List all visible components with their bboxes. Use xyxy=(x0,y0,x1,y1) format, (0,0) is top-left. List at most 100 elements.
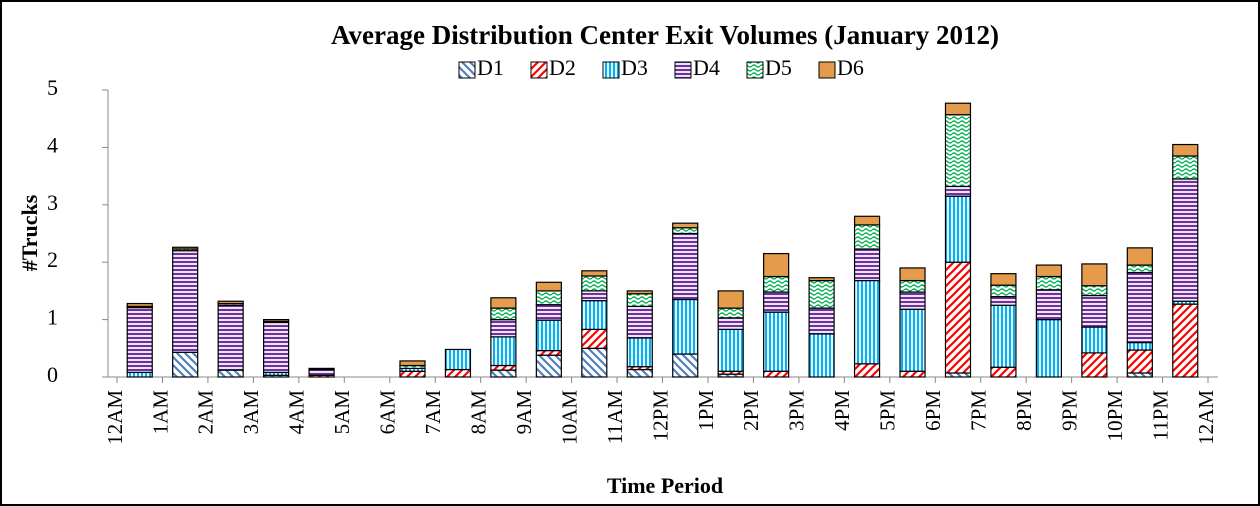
x-tick-label: 10AM xyxy=(557,390,581,445)
bar-segment xyxy=(853,224,881,250)
bar-segment xyxy=(1035,275,1062,291)
x-tick-label: 4AM xyxy=(285,390,309,435)
x-tick-label: 5AM xyxy=(330,390,354,435)
chart-title: Average Distribution Center Exit Volumes… xyxy=(331,20,999,50)
x-tick-label: 5PM xyxy=(876,390,900,431)
bar-segment xyxy=(217,369,244,378)
bar-segment xyxy=(808,307,835,335)
bar-segment xyxy=(717,328,744,372)
x-tick-label: 2PM xyxy=(739,390,763,431)
bar-segment xyxy=(672,232,699,301)
bar-segment xyxy=(899,267,926,282)
bar-segment xyxy=(490,319,517,338)
legend-label: D1 xyxy=(477,55,504,80)
bar-segment xyxy=(581,275,608,292)
y-tick-label: 4 xyxy=(47,132,58,157)
x-tick-label: 6PM xyxy=(921,390,945,431)
legend-label: D4 xyxy=(693,55,720,80)
bar-segment xyxy=(990,304,1017,368)
bar-segment xyxy=(399,360,426,367)
bar-segment xyxy=(944,185,972,197)
bar-segment xyxy=(899,308,926,372)
x-tick-label: 7PM xyxy=(967,390,991,431)
bar-segment xyxy=(126,306,153,374)
bar-segment xyxy=(853,363,881,378)
bar-segment xyxy=(853,279,881,365)
x-tick-label: 12AM xyxy=(1194,390,1218,445)
bar-segment xyxy=(808,277,835,282)
bar-segment xyxy=(126,371,153,378)
bar-segment xyxy=(899,291,926,310)
x-tick-label: 1PM xyxy=(694,390,718,431)
x-tick-label: 3AM xyxy=(239,390,263,435)
bar-segment xyxy=(490,364,517,371)
bar-segment xyxy=(399,370,426,378)
x-tick-label: 11AM xyxy=(603,390,627,444)
legend-label: D2 xyxy=(549,55,576,80)
legend-label: D5 xyxy=(765,55,792,80)
legend-swatch xyxy=(746,61,764,79)
bar-segment xyxy=(1126,264,1153,274)
bar-segment xyxy=(535,304,562,321)
x-tick-label: 8AM xyxy=(466,390,490,435)
bar-segment xyxy=(1126,341,1153,351)
y-tick-label: 1 xyxy=(47,305,58,330)
bar-segment xyxy=(172,351,199,378)
bar-segment xyxy=(672,353,699,378)
bar-segment xyxy=(1081,352,1108,378)
bar-segment xyxy=(990,284,1017,298)
legend-swatch xyxy=(458,61,476,79)
bar-segment xyxy=(1126,349,1153,374)
bar-segment xyxy=(581,328,608,349)
bar-segment xyxy=(944,372,972,378)
bar-segment xyxy=(672,298,699,355)
bar-segment xyxy=(535,319,562,352)
legend-label: D3 xyxy=(621,55,648,80)
bar-segment xyxy=(944,114,972,188)
bar-segment xyxy=(626,305,653,339)
bar-segment xyxy=(535,349,562,356)
bar-segment xyxy=(581,290,608,302)
bar-segment xyxy=(899,370,926,378)
bar-segment xyxy=(899,279,926,293)
bar-segment xyxy=(990,366,1017,378)
bar-segment xyxy=(672,222,699,229)
legend-swatch xyxy=(818,61,836,79)
x-tick-label: 12PM xyxy=(648,390,672,442)
bar-segment xyxy=(944,261,972,374)
bar-segment xyxy=(1035,319,1062,378)
y-tick-label: 2 xyxy=(47,247,58,272)
bar-segment xyxy=(126,302,153,307)
bar-segment xyxy=(626,368,653,378)
bar-segment xyxy=(763,252,790,278)
bar-segment xyxy=(717,317,744,330)
bar-segment xyxy=(490,307,517,321)
bar-segment xyxy=(1172,178,1199,302)
bar-segment xyxy=(535,354,562,378)
bar-segment xyxy=(263,321,290,374)
bar-segment xyxy=(626,337,653,368)
x-tick-label: 8PM xyxy=(1012,390,1036,431)
bar-segment xyxy=(490,336,517,367)
x-tick-label: 1AM xyxy=(148,390,172,435)
bar-segment xyxy=(1035,289,1062,321)
bar-segment xyxy=(626,290,653,295)
y-tick-label: 3 xyxy=(47,190,58,215)
bar-segment xyxy=(217,300,244,305)
bar-segment xyxy=(172,250,199,353)
bar-segment xyxy=(1081,285,1108,297)
x-tick-label: 11PM xyxy=(1148,390,1172,441)
bar-segment xyxy=(1035,264,1062,278)
bar-segment xyxy=(490,297,517,309)
x-tick-label: 7AM xyxy=(421,390,445,435)
x-axis-label: Time Period xyxy=(607,473,723,498)
bar-segment xyxy=(944,102,972,116)
bar-segment xyxy=(808,333,835,378)
bar-segment xyxy=(1172,303,1199,378)
bar-segment xyxy=(944,195,972,263)
bar-segment xyxy=(581,347,608,378)
bar-segment xyxy=(853,215,881,226)
bar-segment xyxy=(490,369,517,378)
